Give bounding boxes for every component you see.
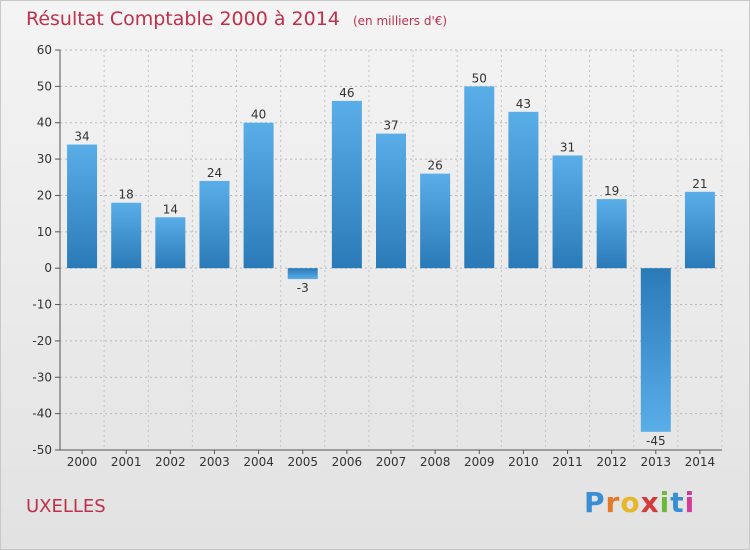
logo-letter: P (584, 486, 606, 519)
value-label: 34 (74, 130, 89, 144)
value-label: 46 (339, 86, 354, 100)
y-tick-label: -20 (32, 334, 52, 348)
x-tick-label: 2001 (111, 455, 142, 469)
axes (55, 49, 722, 454)
logo-letter: o (620, 486, 641, 519)
value-label: 40 (251, 108, 266, 122)
value-label: 24 (207, 166, 222, 180)
y-tick-label: 10 (37, 225, 52, 239)
logo-letter: i (684, 486, 696, 519)
value-label: 18 (119, 188, 134, 202)
x-tick-label: 2012 (596, 455, 627, 469)
y-tick-label: 50 (37, 79, 52, 93)
bar-2000 (67, 144, 98, 269)
x-tick-label: 2006 (332, 455, 363, 469)
bar-2001 (111, 202, 142, 269)
value-label: 14 (163, 202, 178, 216)
bar-2003 (199, 180, 230, 269)
bar-2002 (155, 217, 186, 269)
value-label: 43 (516, 97, 531, 111)
x-tick-label: 2004 (243, 455, 274, 469)
y-tick-label: -50 (32, 443, 52, 457)
y-tick-label: -30 (32, 370, 52, 384)
x-tick-label: 2002 (155, 455, 186, 469)
value-label: -3 (297, 281, 309, 295)
logo-letter: i (659, 486, 671, 519)
x-tick-label: 2014 (685, 455, 716, 469)
bars (67, 86, 715, 432)
y-tick-label: 20 (37, 188, 52, 202)
bar-2008 (420, 173, 451, 269)
logo-letter: t (670, 486, 685, 519)
bar-2009 (464, 86, 495, 269)
value-label: 50 (472, 71, 487, 85)
x-tick-label: 2008 (420, 455, 451, 469)
chart-title: Résultat Comptable 2000 à 2014 (26, 8, 340, 30)
bar-2012 (596, 199, 627, 269)
logo-letter: r (605, 486, 621, 519)
bar-2007 (376, 133, 406, 269)
title-block: Résultat Comptable 2000 à 2014 (en milli… (26, 8, 447, 30)
x-tick-label: 2003 (199, 455, 230, 469)
y-tick-label: -40 (32, 407, 52, 421)
y-tick-label: -10 (32, 298, 52, 312)
x-tick-label: 2005 (287, 455, 318, 469)
value-label: 19 (604, 184, 619, 198)
value-label: 31 (560, 140, 575, 154)
y-tick-label: 60 (37, 43, 52, 57)
value-label: 37 (383, 119, 398, 133)
x-tick-label: 2010 (508, 455, 539, 469)
y-tick-label: 30 (37, 152, 52, 166)
chart-subtitle: (en milliers d'€) (352, 14, 448, 28)
bar-2014 (684, 191, 715, 269)
logo-letter: x (640, 486, 660, 519)
x-tick-label: 2009 (464, 455, 495, 469)
bar-2010 (508, 111, 539, 269)
bar-2004 (243, 122, 274, 269)
bar-2011 (552, 155, 583, 269)
x-tick-label: 2007 (376, 455, 407, 469)
commune-name: UXELLES (26, 496, 106, 517)
value-label: 21 (692, 177, 707, 191)
value-label: -45 (646, 434, 666, 448)
bar-2013 (640, 268, 671, 432)
x-tick-label: 2013 (641, 455, 672, 469)
value-label: 26 (427, 159, 442, 173)
y-tick-label: 0 (44, 261, 52, 275)
labels: 6050403020100-10-20-30-40-50200034200118… (32, 43, 715, 469)
x-tick-label: 2000 (67, 455, 98, 469)
bar-2005 (287, 268, 318, 280)
bar-2006 (331, 100, 362, 269)
y-tick-label: 40 (37, 116, 52, 130)
x-tick-label: 2011 (552, 455, 583, 469)
proxiti-logo: Proxiti (584, 486, 695, 519)
